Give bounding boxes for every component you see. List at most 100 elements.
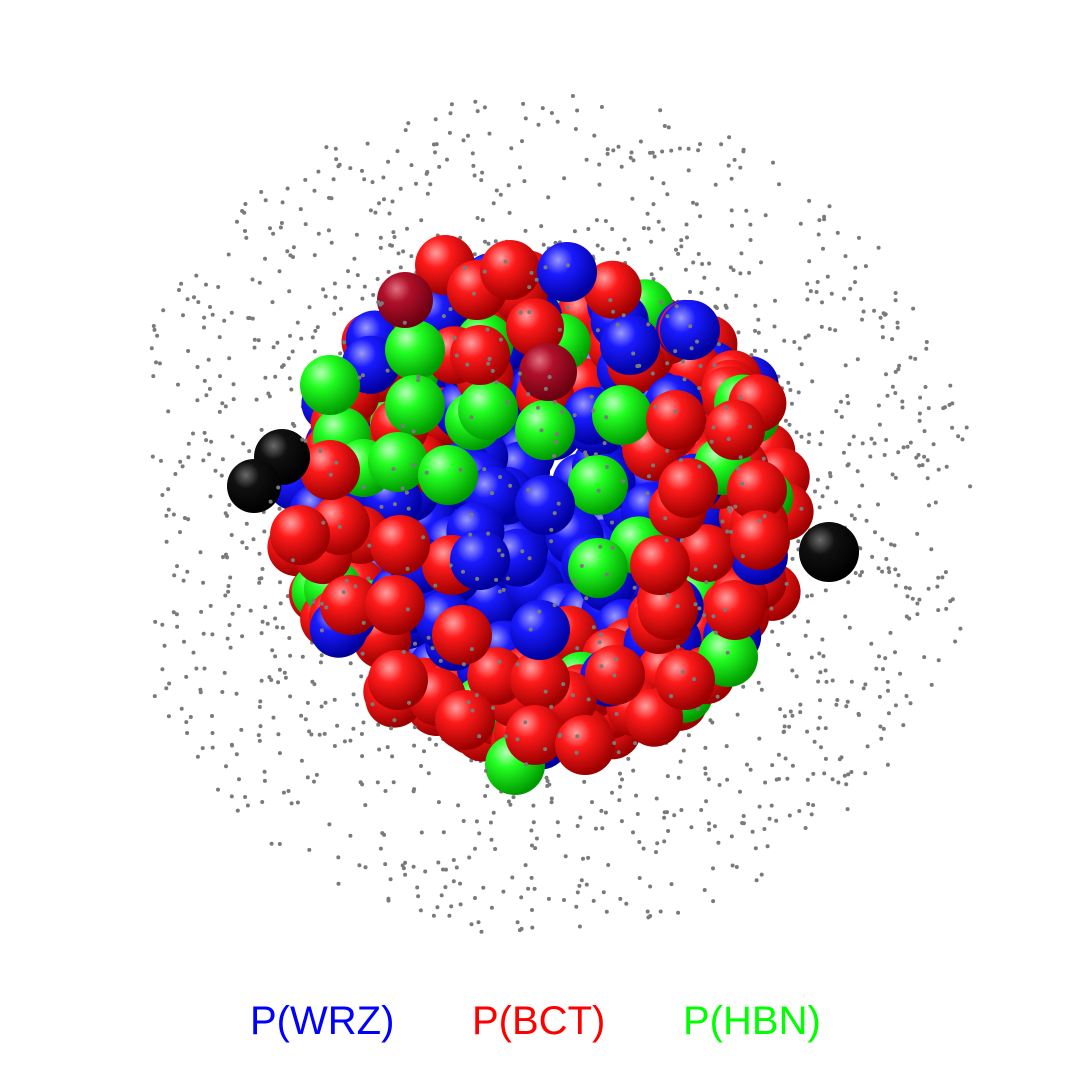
dust-particle [176,382,180,387]
dust-particle [823,588,828,593]
dust-particle [166,409,171,414]
dust-particle [860,317,864,322]
dust-particle [726,163,731,168]
dust-particle [157,361,162,366]
dust-particle [658,108,663,113]
dust-particle [522,179,527,184]
dust-particle [269,678,274,682]
dust-particle [483,794,488,798]
dust-particle [685,235,689,240]
dust-particle [756,317,761,322]
dust-particle [487,131,492,136]
red-atom [677,524,736,583]
dust-particle [729,208,734,213]
dust-particle [936,608,941,613]
dust-particle [815,477,820,482]
dust-particle [901,445,906,450]
dust-particle [565,305,570,310]
dust-particle [814,290,819,294]
dust-particle [803,826,808,830]
dust-particle [503,734,508,739]
dust-particle [436,800,441,805]
red-atom [450,325,510,385]
dust-particle [461,138,466,143]
dust-particle [149,346,154,351]
dust-particle [222,670,227,675]
dust-particle [490,491,494,496]
red-atom [365,575,425,635]
dust-particle [159,458,163,463]
dust-particle [353,584,358,589]
dust-particle [263,375,268,380]
dust-particle [700,262,705,266]
dust-particle [552,400,557,405]
dust-particle [897,363,902,368]
dust-particle [735,466,740,471]
dust-particle [510,875,515,880]
dust-particle [198,550,203,555]
dust-particle [825,274,830,279]
dust-particle [845,463,850,468]
dust-particle [857,713,861,717]
dust-particle [660,149,665,154]
dust-particle [275,625,279,630]
dust-particle [726,437,731,441]
dust-particle [849,770,854,774]
dust-particle [890,384,895,389]
dust-particle [805,281,810,286]
dust-particle [676,910,681,915]
dust-particle [665,314,670,319]
legend-label-wrz: P(WRZ) [250,999,395,1043]
dust-particle [612,673,617,678]
dust-particle [332,697,337,702]
dust-particle [853,571,858,575]
dust-particle [665,593,670,598]
dust-particle [696,707,700,711]
dust-particle [295,800,300,805]
dust-particle [547,375,552,379]
dust-particle [327,195,331,200]
dust-particle [172,573,177,578]
dust-particle [200,746,205,751]
dust-particle [920,463,925,468]
dust-particle [333,146,338,151]
dust-particle [748,424,752,429]
dust-particle [896,450,901,455]
dust-particle [489,905,494,910]
dust-particle [834,409,839,414]
dust-particle [907,586,912,591]
dust-particle [476,920,481,925]
dust-particle [615,322,620,327]
dust-particle [299,758,304,763]
dust-particle [881,311,886,316]
dust-particle [562,898,566,902]
dust-particle [929,547,934,552]
dust-particle [439,893,444,898]
dust-particle [208,603,213,608]
dust-particle [434,142,439,147]
dust-particle [257,705,262,709]
dust-particle [846,772,851,777]
dust-particle [637,363,642,368]
dust-particle [735,712,740,717]
dust-particle [893,369,898,374]
dust-particle [805,594,810,599]
dust-particle [880,569,885,574]
dust-particle [279,221,284,225]
dust-particle [697,464,702,469]
dust-particle [693,567,698,572]
dust-particle [312,253,317,258]
dust-particle [401,866,406,871]
dust-particle [235,808,240,813]
dust-particle [326,228,331,233]
dust-particle [281,790,286,795]
dust-particle [392,502,397,507]
dust-particle [160,667,165,672]
dust-particle [227,503,232,507]
dust-particle [716,840,721,845]
dust-particle [474,819,479,824]
dust-particle [378,235,383,240]
dust-particle [808,289,813,294]
dust-particle [763,348,768,353]
dust-particle [526,886,531,891]
